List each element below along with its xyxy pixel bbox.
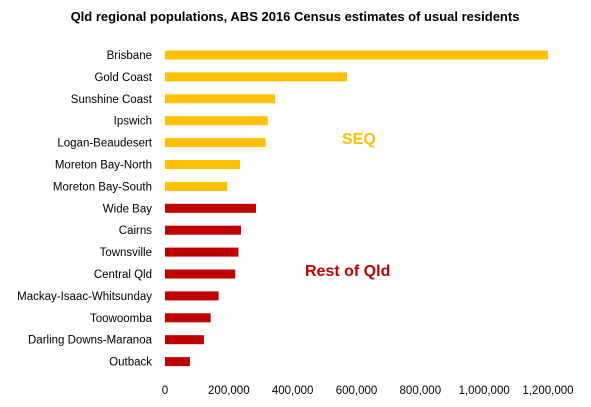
bar-logan-beaudesert xyxy=(165,138,266,148)
category-label-logan-beaudesert: Logan-Beaudesert xyxy=(57,138,152,150)
category-label-cairns: Cairns xyxy=(119,225,152,237)
category-label-darling-downs-maranoa: Darling Downs-Maranoa xyxy=(28,335,153,347)
category-label-mackay-isaac-whitsunday: Mackay-Isaac-Whitsunday xyxy=(17,291,152,303)
bar-moreton-bay-south xyxy=(165,181,228,191)
category-label-townsville: Townsville xyxy=(100,247,152,259)
category-label-moreton-bay-south: Moreton Bay-South xyxy=(53,181,152,193)
x-tick-label: 1,200,000 xyxy=(522,385,573,397)
x-tick-label: 1,000,000 xyxy=(459,385,510,397)
category-label-ipswich: Ipswich xyxy=(114,116,152,128)
x-tick-label: 0 xyxy=(162,385,168,397)
rest-of-qld-annotation: Rest of Qld xyxy=(305,263,390,280)
bar-outback xyxy=(165,357,190,367)
x-tick-label: 800,000 xyxy=(400,385,442,397)
category-label-gold-coast: Gold Coast xyxy=(94,72,152,84)
category-label-toowoomba: Toowoomba xyxy=(90,313,153,325)
bars xyxy=(165,50,548,367)
category-label-wide-bay: Wide Bay xyxy=(103,203,152,215)
x-tick-label: 400,000 xyxy=(272,385,314,397)
bar-brisbane xyxy=(165,50,548,60)
bar-gold-coast xyxy=(165,72,347,82)
bar-moreton-bay-north xyxy=(165,160,241,169)
category-labels: Brisbane Gold Coast Sunshine Coast Ipswich L… xyxy=(17,50,153,369)
category-label-sunshine-coast: Sunshine Coast xyxy=(71,94,153,106)
category-label-central-qld: Central Qld xyxy=(94,269,152,281)
bar-mackay-isaac-whitsunday xyxy=(165,291,219,301)
bar-toowoomba xyxy=(165,313,211,323)
x-tick-label: 200,000 xyxy=(208,385,250,397)
bar-wide-bay xyxy=(165,203,256,213)
chart-title: Qld regional populations, ABS 2016 Censu… xyxy=(71,9,520,24)
bar-cairns xyxy=(165,225,241,235)
bar-central-qld xyxy=(165,269,236,279)
bar-darling-downs-maranoa xyxy=(165,335,204,345)
x-tick-label: 600,000 xyxy=(336,385,378,397)
category-label-moreton-bay-north: Moreton Bay-North xyxy=(55,160,152,172)
category-label-brisbane: Brisbane xyxy=(107,50,152,62)
bar-ipswich xyxy=(165,116,268,126)
seq-annotation: SEQ xyxy=(342,131,376,148)
bar-townsville xyxy=(165,247,239,257)
x-axis-tick-labels: 0 200,000 400,000 600,000 800,000 1,000,000 1,… xyxy=(162,385,574,397)
category-label-outback: Outback xyxy=(109,357,152,369)
bar-sunshine-coast xyxy=(165,94,276,104)
